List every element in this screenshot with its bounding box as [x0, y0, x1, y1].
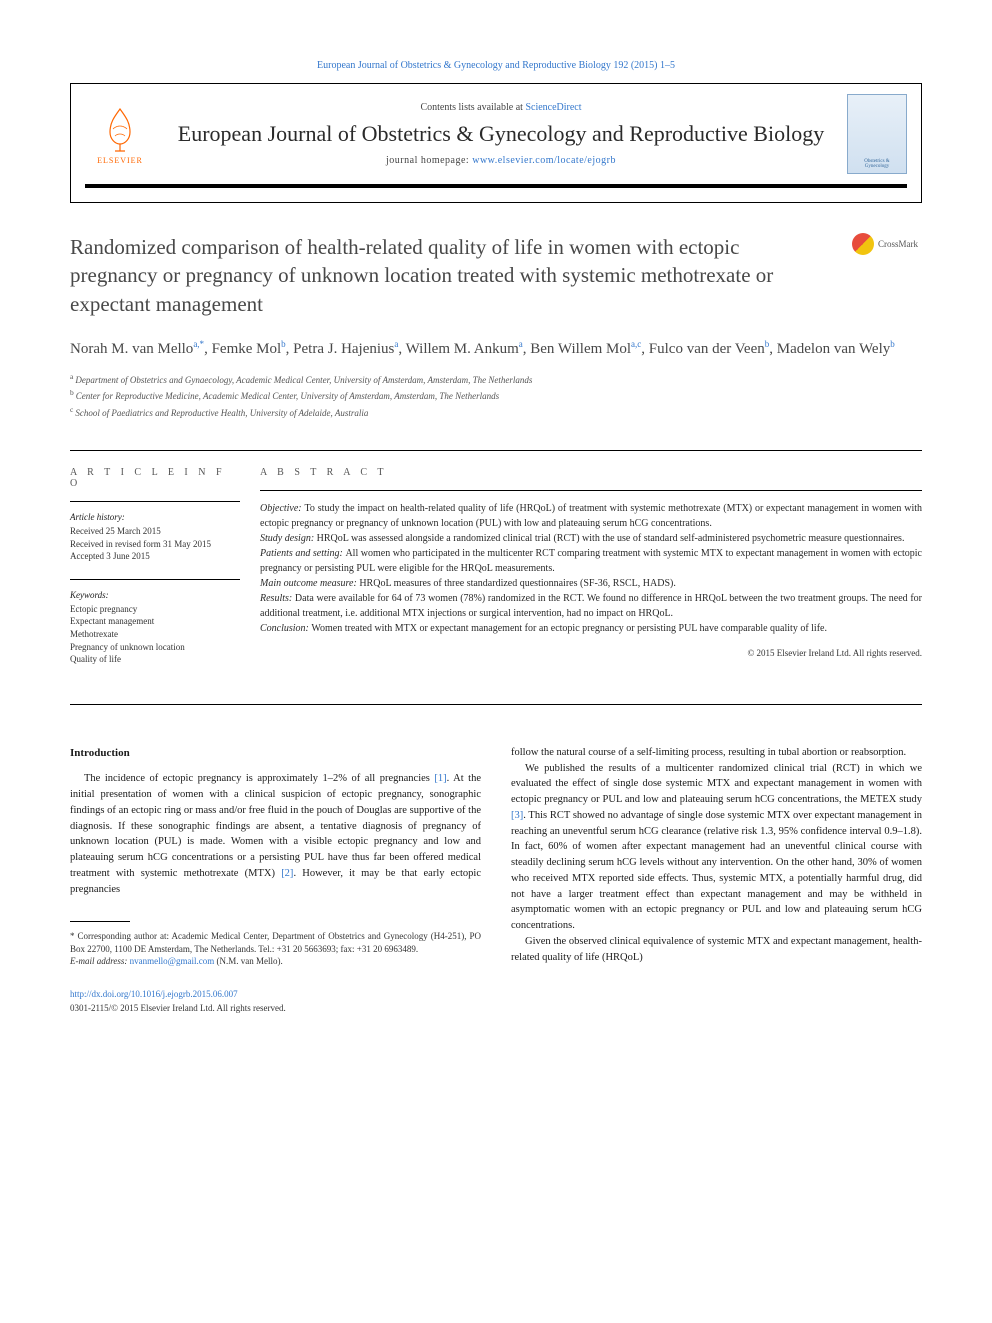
affiliation-b: bCenter for Reproductive Medicine, Acade…: [70, 387, 922, 404]
keyword-item: Pregnancy of unknown location: [70, 641, 240, 654]
ref-link-2[interactable]: [2]: [281, 868, 293, 879]
journal-name: European Journal of Obstetrics & Gynecol…: [155, 121, 847, 147]
email-footnote: E-mail address: nvanmello@gmail.com (N.M…: [70, 955, 481, 968]
author-email-link[interactable]: nvanmello@gmail.com: [130, 956, 215, 966]
doi-link[interactable]: http://dx.doi.org/10.1016/j.ejogrb.2015.…: [70, 988, 481, 1002]
affiliation-c: cSchool of Paediatrics and Reproductive …: [70, 404, 922, 421]
journal-header-box: ELSEVIER Contents lists available at Sci…: [70, 83, 922, 203]
crossmark-badge[interactable]: CrossMark: [852, 233, 922, 255]
elsevier-logo: ELSEVIER: [85, 94, 155, 174]
body-column-left: Introduction The incidence of ectopic pr…: [70, 745, 481, 1015]
elsevier-label: ELSEVIER: [97, 156, 143, 165]
abstract-heading: A B S T R A C T: [260, 467, 922, 478]
intro-paragraph-1: The incidence of ectopic pregnancy is ap…: [70, 771, 481, 897]
keyword-item: Quality of life: [70, 653, 240, 666]
ref-link-1[interactable]: [1]: [434, 773, 446, 784]
history-revised: Received in revised form 31 May 2015: [70, 538, 240, 551]
affiliations: aDepartment of Obstetrics and Gynaecolog…: [70, 371, 922, 421]
crossmark-icon: [852, 233, 874, 255]
contents-prefix: Contents lists available at: [420, 102, 525, 113]
journal-homepage-link[interactable]: www.elsevier.com/locate/ejogrb: [472, 155, 616, 166]
history-received: Received 25 March 2015: [70, 525, 240, 538]
cover-label: Obstetrics & Gynecology: [852, 159, 902, 169]
author-list: Norah M. van Melloa,*, Femke Molb, Petra…: [70, 338, 922, 361]
article-info-heading: A R T I C L E I N F O: [70, 467, 240, 489]
keywords-title: Keywords:: [70, 590, 240, 600]
footnote-rule: [70, 921, 130, 922]
history-accepted: Accepted 3 June 2015: [70, 550, 240, 563]
journal-cover-thumbnail: Obstetrics & Gynecology: [847, 94, 907, 174]
corresponding-author-footnote: * Corresponding author at: Academic Medi…: [70, 930, 481, 955]
article-info-column: A R T I C L E I N F O Article history: R…: [70, 467, 260, 682]
abstract-copyright: © 2015 Elsevier Ireland Ltd. All rights …: [260, 648, 922, 658]
homepage-prefix: journal homepage:: [386, 155, 472, 166]
col2-paragraph-2: We published the results of a multicente…: [511, 761, 922, 934]
sciencedirect-link[interactable]: ScienceDirect: [525, 102, 581, 113]
crossmark-label: CrossMark: [878, 239, 918, 249]
ref-link-3[interactable]: [3]: [511, 810, 523, 821]
keyword-item: Expectant management: [70, 615, 240, 628]
running-header: European Journal of Obstetrics & Gynecol…: [70, 60, 922, 71]
header-divider-bar: [85, 184, 907, 188]
abstract-column: A B S T R A C T Objective: To study the …: [260, 467, 922, 682]
history-title: Article history:: [70, 512, 240, 522]
body-column-right: follow the natural course of a self-limi…: [511, 745, 922, 1015]
article-title: Randomized comparison of health-related …: [70, 233, 832, 318]
col2-paragraph-3: Given the observed clinical equivalence …: [511, 934, 922, 966]
issn-copyright: 0301-2115/© 2015 Elsevier Ireland Ltd. A…: [70, 1002, 481, 1016]
abstract-text: Objective: To study the impact on health…: [260, 501, 922, 636]
journal-homepage-line: journal homepage: www.elsevier.com/locat…: [155, 155, 847, 166]
keyword-item: Ectopic pregnancy: [70, 603, 240, 616]
elsevier-tree-icon: [95, 104, 145, 154]
affiliation-a: aDepartment of Obstetrics and Gynaecolog…: [70, 371, 922, 388]
col2-paragraph-1: follow the natural course of a self-limi…: [511, 745, 922, 761]
introduction-heading: Introduction: [70, 745, 481, 762]
keyword-item: Methotrexate: [70, 628, 240, 641]
contents-available-line: Contents lists available at ScienceDirec…: [155, 102, 847, 113]
